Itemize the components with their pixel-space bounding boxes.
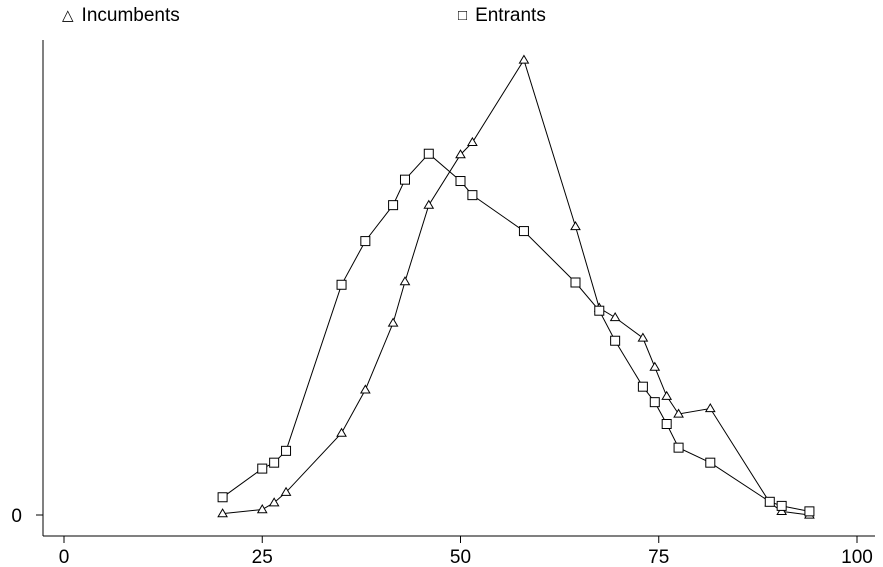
data-point-entrants <box>594 305 605 316</box>
data-point-incumbents <box>256 504 268 514</box>
data-point-incumbents <box>673 408 684 418</box>
data-point-incumbents <box>280 486 292 496</box>
x-tick-label: 50 <box>450 547 471 567</box>
data-point-incumbents <box>387 317 399 327</box>
data-point-entrants <box>467 190 478 201</box>
data-point-entrants <box>705 457 716 468</box>
data-point-entrants <box>455 176 466 187</box>
data-point-incumbents <box>661 390 673 400</box>
data-point-entrants <box>637 381 648 392</box>
data-point-incumbents <box>518 54 530 64</box>
data-point-incumbents <box>637 332 649 342</box>
data-point-incumbents <box>423 199 435 209</box>
data-point-entrants <box>764 496 775 507</box>
series-line-incumbents <box>222 58 810 516</box>
data-point-incumbents <box>467 136 478 147</box>
data-point-entrants <box>257 463 268 474</box>
y-tick-label: 0 <box>11 506 22 527</box>
data-point-entrants <box>281 445 292 456</box>
x-tick-label: 75 <box>648 547 669 567</box>
data-point-entrants <box>776 500 787 511</box>
legend-label-entrants: Entrants <box>475 5 546 26</box>
legend-item-incumbents: △ Incumbents <box>62 5 180 27</box>
x-tick-label: 0 <box>59 547 70 567</box>
data-point-entrants <box>518 226 529 237</box>
data-point-entrants <box>399 174 410 185</box>
series-line-entrants <box>222 153 810 512</box>
data-point-incumbents <box>609 312 621 322</box>
legend-item-entrants: □ Entrants <box>458 5 546 27</box>
square-marker-icon: □ <box>458 7 468 24</box>
data-point-incumbents <box>570 221 581 231</box>
data-point-incumbents <box>217 508 228 518</box>
legend-label-incumbents: Incumbents <box>81 5 180 26</box>
data-point-entrants <box>336 279 347 290</box>
data-point-entrants <box>649 397 660 408</box>
data-point-incumbents <box>399 276 411 286</box>
data-point-incumbents <box>268 497 280 507</box>
data-point-incumbents <box>704 403 716 413</box>
data-point-entrants <box>570 277 581 288</box>
data-point-incumbents <box>455 149 466 159</box>
x-tick-label: 25 <box>252 547 273 567</box>
data-point-incumbents <box>649 361 661 371</box>
triangle-marker-icon: △ <box>62 7 74 24</box>
data-point-entrants <box>423 148 434 159</box>
data-point-entrants <box>661 419 672 429</box>
data-point-entrants <box>217 492 228 503</box>
data-point-entrants <box>610 335 621 346</box>
data-point-incumbents <box>359 384 371 394</box>
data-point-entrants <box>360 236 371 247</box>
data-point-entrants <box>269 457 280 468</box>
data-point-entrants <box>804 506 815 517</box>
x-tick-label: 100 <box>841 547 873 567</box>
data-point-incumbents <box>336 427 347 437</box>
data-point-entrants <box>388 200 399 211</box>
data-point-entrants <box>673 442 684 453</box>
